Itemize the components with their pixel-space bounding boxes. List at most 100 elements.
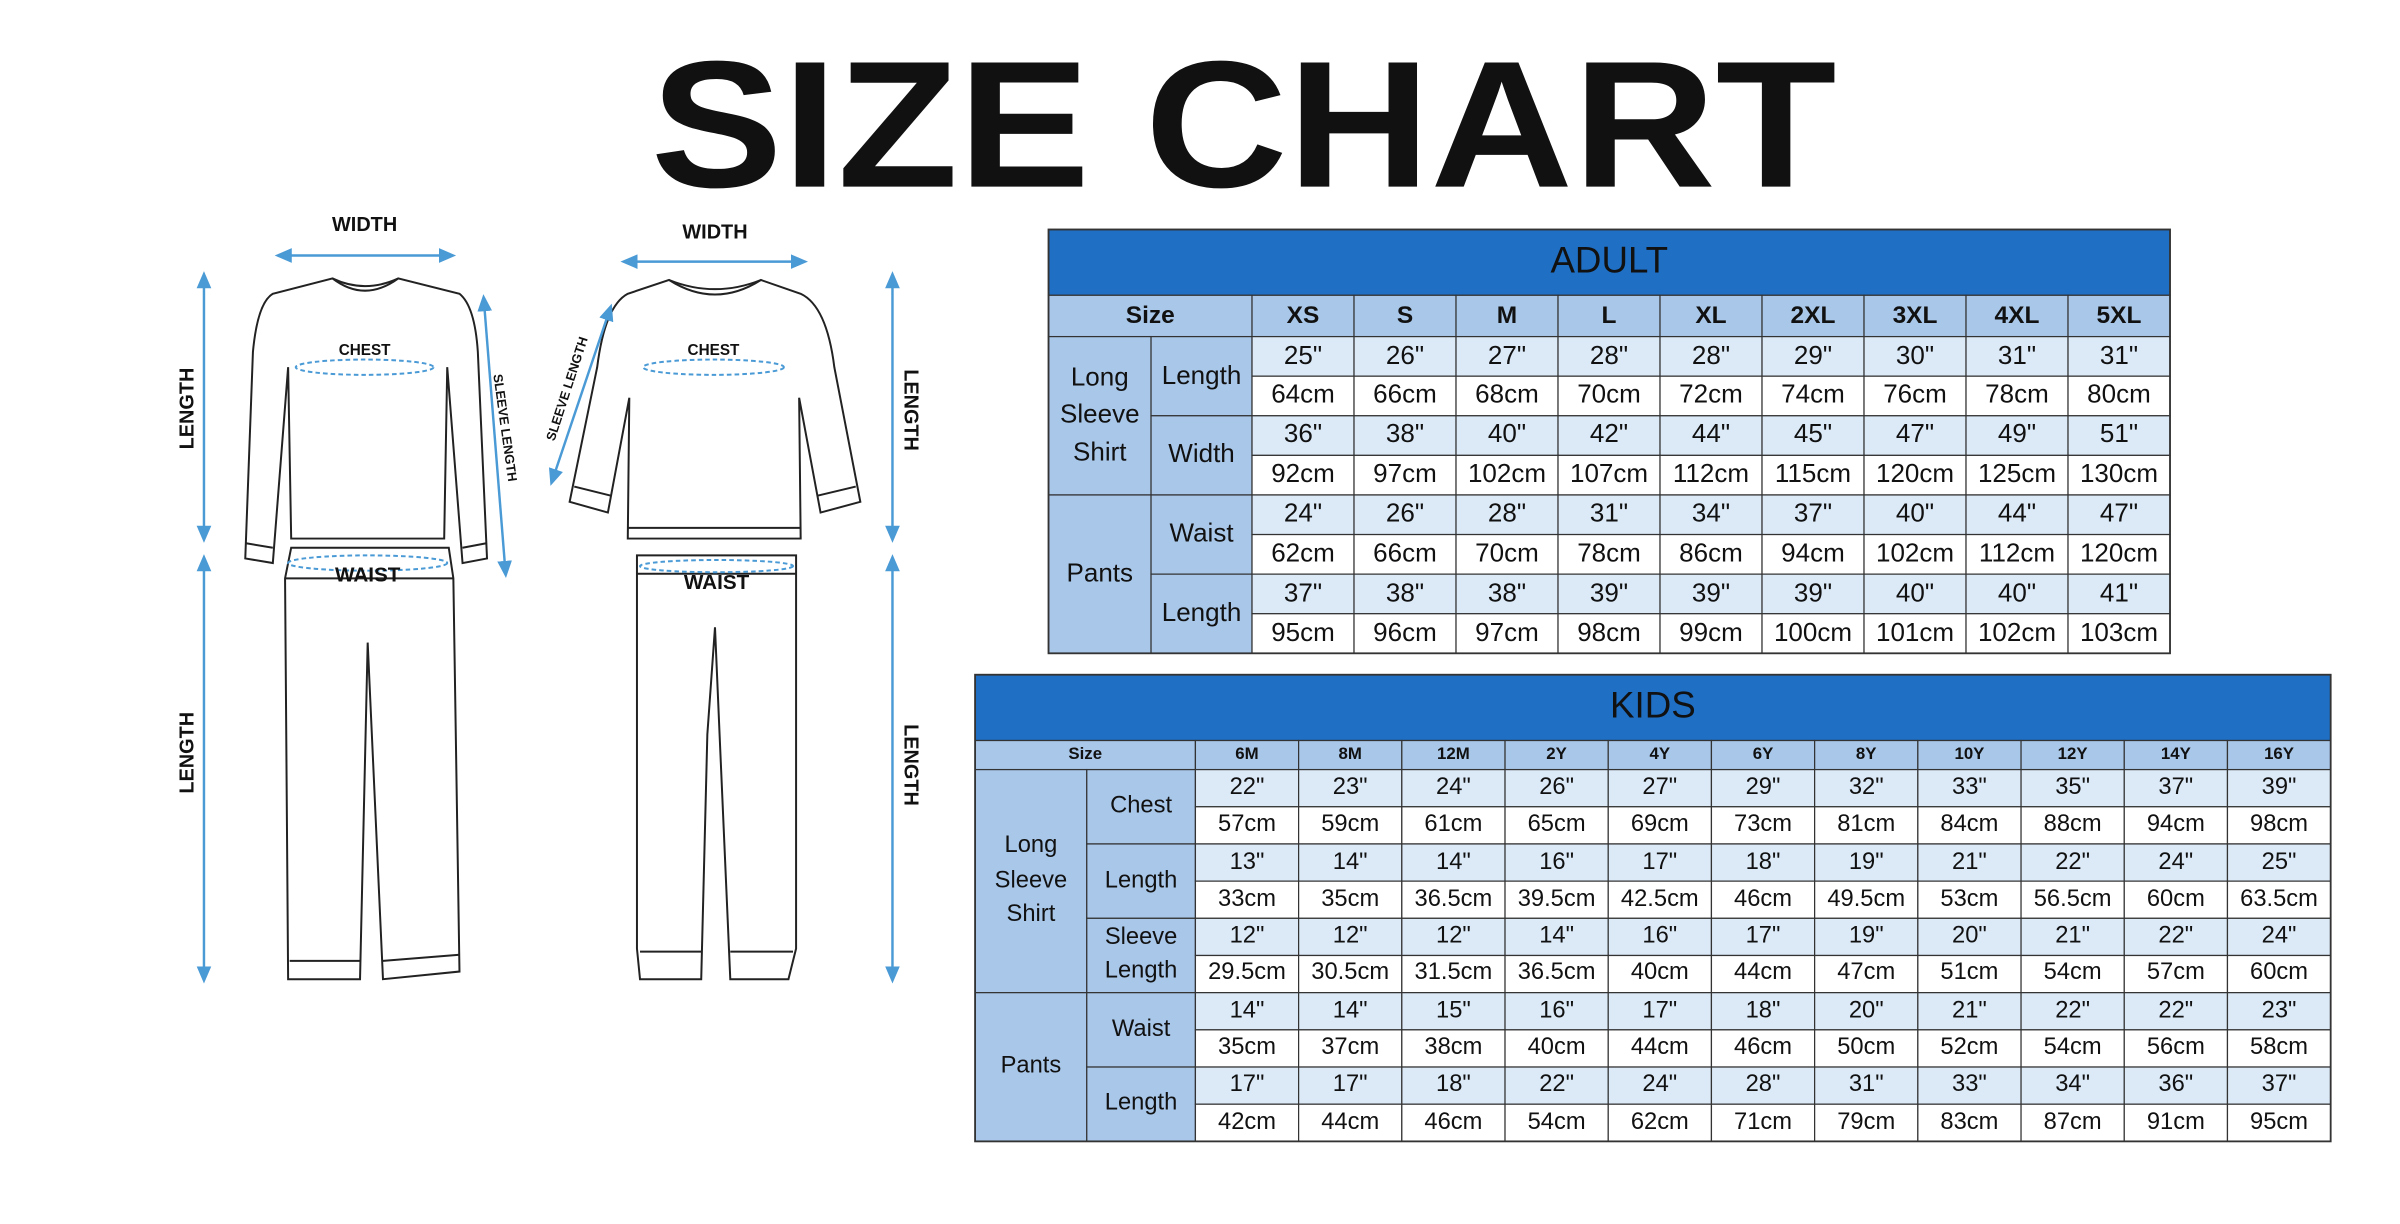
size-value-box: 28" [1488,499,1526,528]
size-value-bg [1659,375,1763,417]
size-value: 80cm [2087,380,2151,410]
size-value-bg [1504,768,1609,808]
size-value-bg [1504,992,1609,1031]
size-value-box: 58cm [2250,1034,2308,1060]
size-value-bg [1298,880,1403,919]
size-value: 22" [2158,997,2194,1024]
size-value-box: 102cm [1468,459,1546,488]
size-value: 36" [2158,1071,2194,1098]
size-value-bg [1710,1066,1816,1105]
size-value-bg [1194,880,1300,919]
size-value: 21" [1952,997,1987,1024]
size-label: M [1496,302,1518,329]
size-value-box: 44cm [1321,1109,1379,1135]
size-value: 31" [1848,1071,1884,1098]
size-value: 125cm [1977,459,2057,489]
size-value-bg [1401,768,1506,808]
size-value: 30.5cm [1311,959,1390,986]
size-value: 34" [1691,498,1731,529]
size-value: 60cm [2146,885,2205,912]
size-value-box: 17" [1333,1071,1368,1097]
size-value: 62cm [1271,538,1335,568]
size-value-bg [1557,454,1661,496]
size-value-box: 24" [2158,848,2194,875]
size-value: 66cm [1373,380,1437,410]
size-value: 25" [1283,340,1323,370]
size-value-bg [1761,415,1865,456]
size-value: 15" [1436,997,1471,1024]
size-value: 24" [1642,1071,1678,1098]
size-value-bg [1965,454,2069,496]
size-value-bg [1761,335,1865,377]
size-value-bg [1251,415,1355,456]
size-value: 21" [1952,848,1987,875]
measure-label-box: Waist [1112,1016,1170,1042]
size-value: 18" [1436,1071,1471,1098]
width-label: WIDTH [332,214,397,236]
size-label: 14Y [2160,744,2191,763]
size-value-box: 79cm [1837,1109,1895,1135]
size-value: 73cm [1734,811,1793,838]
size-value-box: 70cm [1475,539,1539,568]
size-value-box: 92cm [1271,459,1335,488]
size-value-box: 22" [1230,774,1265,800]
size-value: 44cm [1734,959,1793,986]
size-value-bg [2226,806,2332,845]
size-value: 47cm [1837,959,1896,986]
size-label-box: 5XL [2097,303,2142,329]
size-value-bg [2020,768,2125,808]
size-value-box: 97cm [1373,459,1437,488]
size-value: 47" [2099,498,2139,529]
size-value-box: 107cm [1570,459,1648,488]
size-value-box: 44cm [1631,1034,1689,1060]
size-value: 112cm [1672,459,1750,489]
size-value-box: 40" [1998,578,2036,607]
size-value-box: 61cm [1424,811,1482,837]
size-value-box: 81cm [1837,811,1895,837]
size-label: 10Y [1954,744,1985,763]
size-value-box: 51cm [1940,960,1998,986]
size-value-box: 31.5cm [1415,960,1493,986]
size-value-box: 46cm [1734,1034,1792,1060]
size-value: 29" [1793,340,1833,370]
size-value: 46cm [1734,885,1793,912]
size-label-bg [1917,739,2022,771]
size-value-bg [1194,917,1300,957]
size-value-bg [1917,1103,2022,1142]
size-value-box: 62cm [1271,538,1335,568]
waist-line [639,558,795,574]
adult-illustration [244,277,489,981]
size-value-box: 14" [1230,997,1265,1023]
measure-label: Width [1168,439,1235,469]
group-label-bg [974,992,1088,1142]
group-label: Pants [1066,558,1134,588]
size-value: 65cm [1527,811,1586,838]
size-value: 37" [1283,578,1323,608]
size-value-box: 112cm [1672,459,1750,489]
size-value-box: 28" [1590,341,1628,370]
size-value-box: 96cm [1373,618,1437,647]
size-value-box: 78cm [1577,539,1641,568]
size-value: 39" [1691,578,1731,608]
size-value: 27" [1642,774,1678,801]
size-label-bg [2123,739,2229,771]
size-value-box: 36.5cm [1415,886,1493,912]
size-value: 45" [1793,419,1833,449]
size-label-box: 16Y [2264,744,2294,762]
size-value: 38cm [1424,1034,1483,1061]
size-value: 14" [1332,997,1368,1024]
size-value-bg [1917,768,2022,808]
size-label-box: 2Y [1546,744,1567,762]
size-label: L [1601,302,1617,329]
size-value: 24" [2158,848,2194,875]
size-value-box: 64cm [1271,380,1335,409]
size-value-box: 101cm [1876,618,1954,647]
measure-label-box: Length [1162,598,1242,627]
size-value: 53cm [1940,885,1999,912]
size-value: 115cm [1774,459,1852,489]
size-value-box: 28" [1692,341,1730,370]
size-value-bg [1965,533,2069,575]
size-value: 87cm [2043,1108,2102,1135]
size-value-bg [2067,454,2171,496]
size-value: 23" [1332,774,1368,801]
